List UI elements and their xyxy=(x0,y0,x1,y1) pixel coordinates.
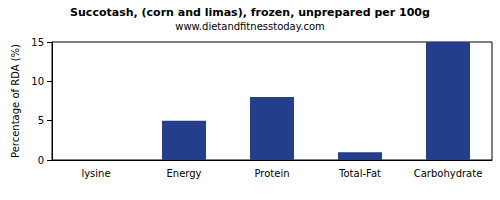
svg-text:lysine: lysine xyxy=(81,168,110,179)
svg-text:15: 15 xyxy=(31,37,44,48)
svg-text:www.dietandfitnesstoday.com: www.dietandfitnesstoday.com xyxy=(175,21,324,32)
svg-text:5: 5 xyxy=(38,115,44,126)
svg-text:Succotash, (corn and limas), f: Succotash, (corn and limas), frozen, unp… xyxy=(70,6,430,19)
svg-text:Carbohydrate: Carbohydrate xyxy=(414,168,483,179)
svg-text:Percentage of RDA (%): Percentage of RDA (%) xyxy=(10,44,21,158)
svg-text:10: 10 xyxy=(31,76,44,87)
svg-text:Energy: Energy xyxy=(166,168,201,179)
svg-text:Protein: Protein xyxy=(254,168,289,179)
svg-text:0: 0 xyxy=(38,155,44,166)
svg-text:Total-Fat: Total-Fat xyxy=(338,168,381,179)
